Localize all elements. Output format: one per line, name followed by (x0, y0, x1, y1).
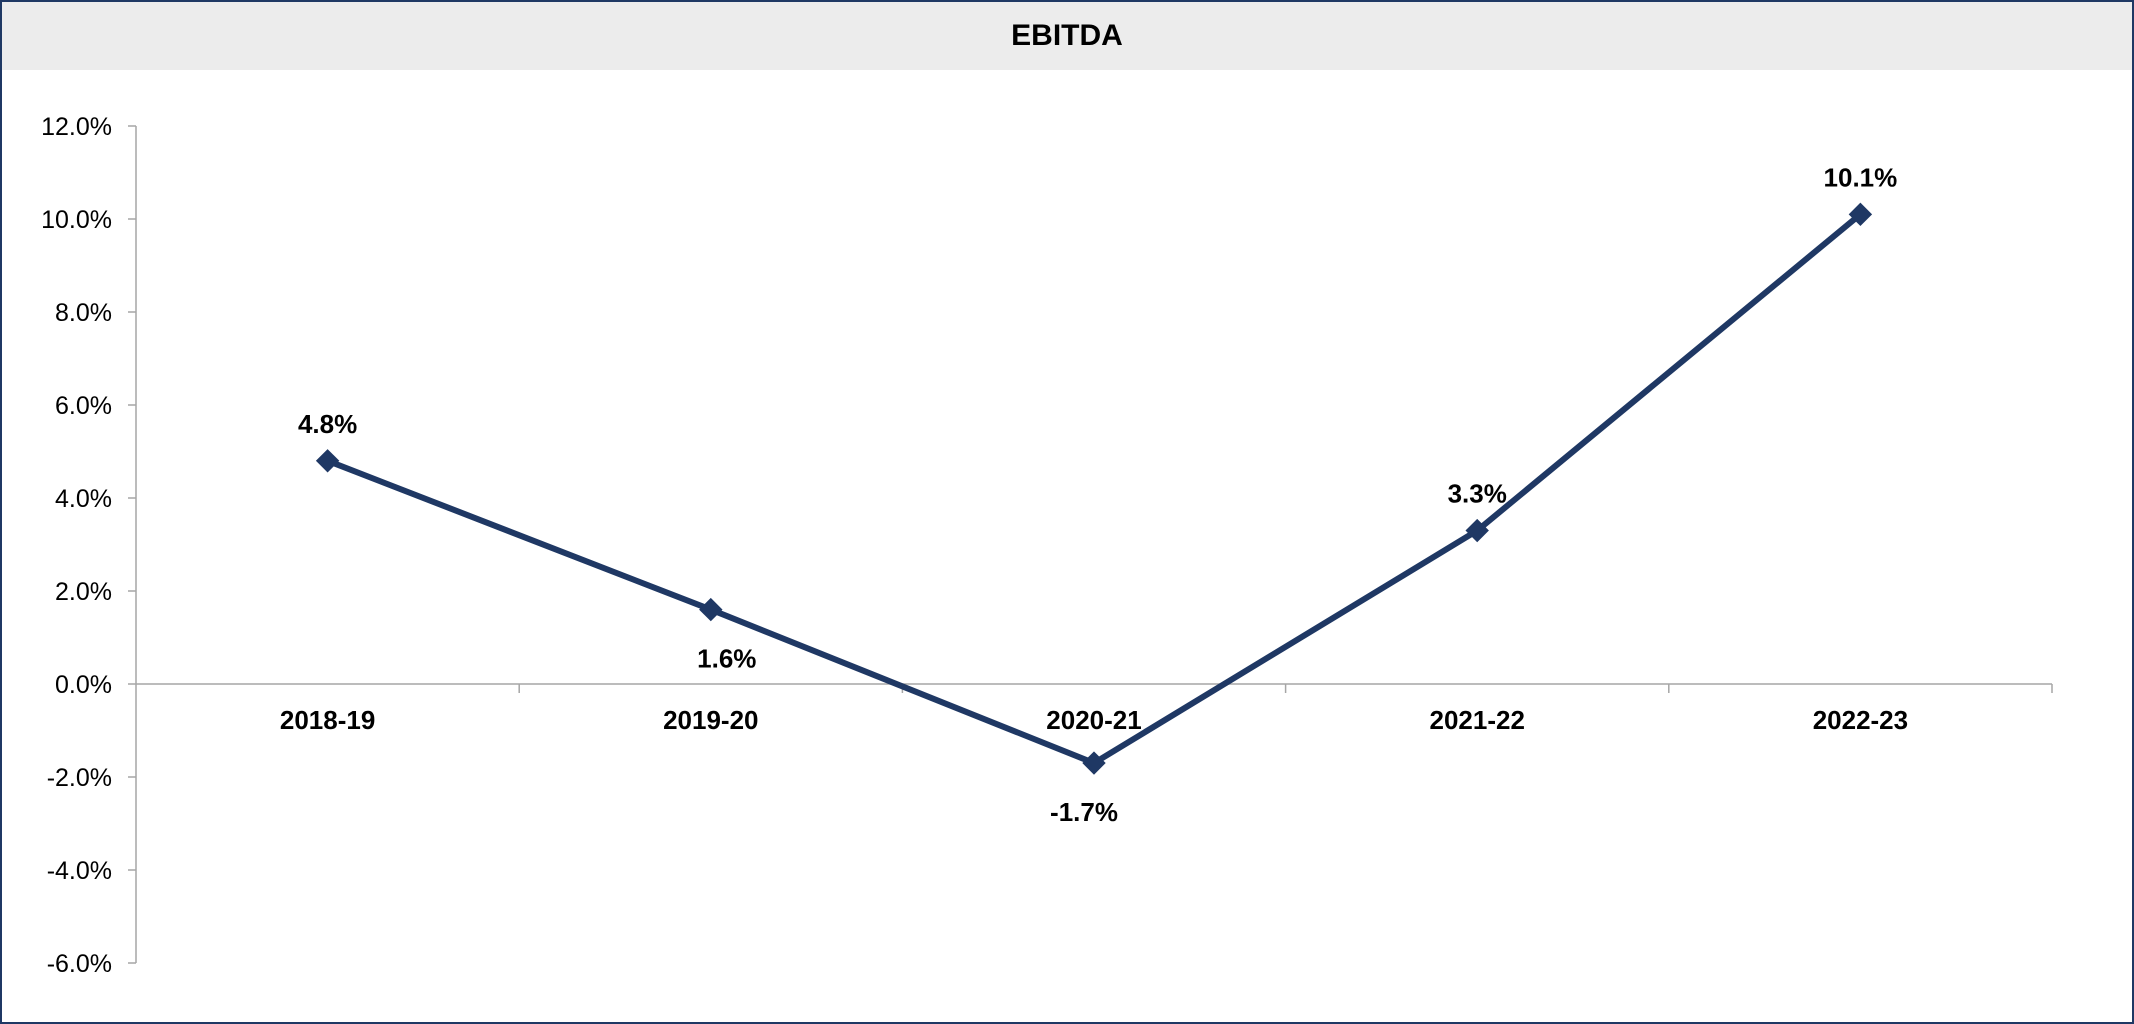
series-line (326, 212, 1863, 767)
data-label: -1.7% (1050, 797, 1118, 827)
chart-title: EBITDA (1011, 19, 1123, 52)
y-axis-tick-label: 4.0% (55, 485, 112, 513)
data-label: 10.1% (1824, 162, 1898, 192)
data-label: 1.6% (697, 644, 756, 674)
y-axis-tick-label: -4.0% (47, 857, 112, 885)
y-axis-tick-label: 8.0% (55, 299, 112, 327)
y-axis-tick-label: 0.0% (55, 671, 112, 699)
chart-title-bar: EBITDA (2, 2, 2132, 70)
x-axis-category-label: 2019-20 (663, 705, 758, 735)
data-label: 4.8% (298, 409, 357, 439)
data-label: 3.3% (1448, 479, 1507, 509)
data-point-marker (1082, 751, 1106, 775)
y-axis-tick-label: 6.0% (55, 392, 112, 420)
x-axis-category-label: 2018-19 (280, 705, 375, 735)
y-axis-tick-label: -2.0% (47, 764, 112, 792)
y-axis-tick-label: -6.0% (47, 950, 112, 978)
x-axis-category-label: 2022-23 (1813, 705, 1908, 735)
data-point-marker (315, 449, 340, 473)
data-point-marker (1465, 518, 1489, 543)
x-axis-category-label: 2021-22 (1429, 705, 1524, 735)
x-axis-category-label: 2020-21 (1046, 705, 1141, 735)
y-axis-tick-label: 10.0% (41, 206, 112, 234)
data-point-marker (699, 597, 723, 622)
data-point-marker (1848, 202, 1873, 227)
y-axis-tick-label: 2.0% (55, 578, 112, 606)
y-axis-tick-label: 12.0% (41, 113, 112, 141)
